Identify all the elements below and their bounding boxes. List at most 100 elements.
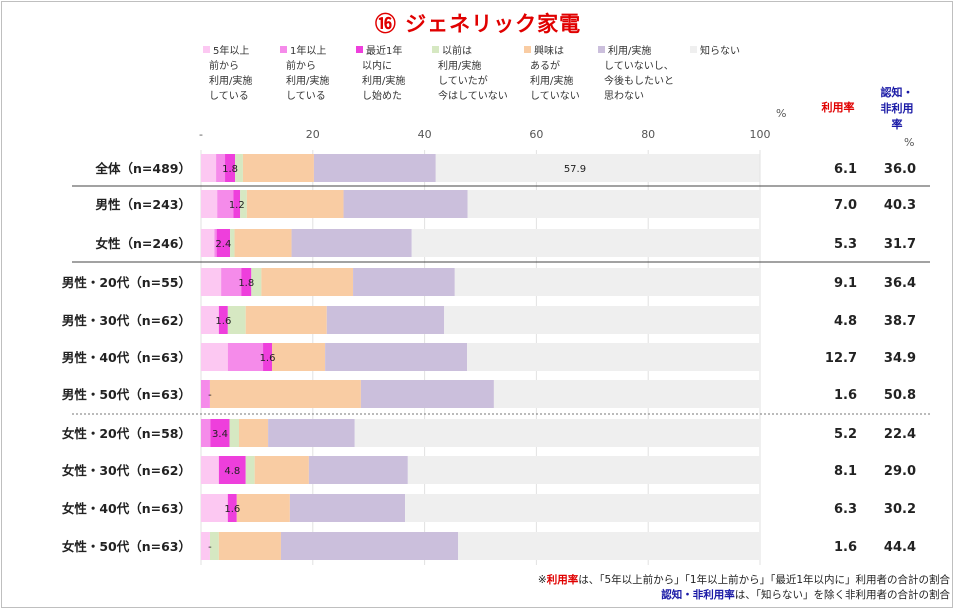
bar-segment-9-4 bbox=[236, 494, 290, 522]
bar-row-8: 4.8 bbox=[201, 456, 760, 484]
data-label-2: 2.4 bbox=[215, 239, 231, 250]
aware-rate-value-5: 34.9 bbox=[884, 351, 916, 366]
bar-segment-9-5 bbox=[289, 494, 406, 522]
footnote-line-2: 認知・非利用率は、「知らない」を除く非利用者の合計の割合 bbox=[661, 589, 950, 601]
legend-label-2-3: し始めた bbox=[362, 89, 402, 102]
bar-segment-6-5 bbox=[360, 380, 494, 408]
bar-row-6: - bbox=[201, 380, 760, 408]
legend-label-3-3: 今はしていない bbox=[438, 89, 508, 102]
aware-rate-value-10: 44.4 bbox=[884, 540, 916, 555]
x-tick-5: 100 bbox=[750, 128, 771, 141]
legend-swatch-3 bbox=[432, 46, 439, 53]
data-label-10: - bbox=[208, 542, 212, 553]
row-label-1: 男性（n=243） bbox=[96, 197, 191, 212]
bar-segment-10-4 bbox=[218, 532, 281, 560]
aware-rate-header-line1: 認知・ bbox=[881, 85, 914, 99]
rate-value-4: 4.8 bbox=[834, 314, 857, 329]
bar-segment-8-2 bbox=[218, 456, 246, 484]
legend-swatch-2 bbox=[356, 46, 363, 53]
data-label-5: 1.6 bbox=[260, 353, 276, 364]
rate-value-7: 5.2 bbox=[834, 427, 857, 442]
bar-segment-4-3 bbox=[227, 306, 246, 334]
data-label-unknown-0: 57.9 bbox=[564, 164, 586, 175]
bar-row-5: 1.6 bbox=[201, 343, 760, 371]
legend-label-0-0: 5年以上 bbox=[213, 44, 249, 57]
bar-segment-0-4 bbox=[242, 154, 314, 182]
bar-segment-3-4 bbox=[261, 268, 354, 296]
legend-swatch-5 bbox=[598, 46, 605, 53]
data-label-6: - bbox=[208, 390, 212, 401]
bar-segment-7-1 bbox=[201, 419, 211, 447]
x-tick-4: 80 bbox=[641, 128, 655, 141]
legend-swatch-0 bbox=[203, 46, 210, 53]
aware-rate-value-9: 30.2 bbox=[884, 502, 916, 517]
row-label-0: 全体（n=489） bbox=[95, 161, 191, 176]
bar-segment-9-0 bbox=[201, 494, 228, 522]
bar-segment-6-6 bbox=[493, 380, 760, 408]
footnote-line-1: ※利用率は、「5年以上前から」「1年以上前から」「最近1年以内に」利用者の合計の… bbox=[537, 574, 950, 586]
legend-label-4-1: あるが bbox=[530, 59, 560, 72]
legend: 5年以上前から利用/実施している1年以上前から利用/実施している最近1年以内に利… bbox=[203, 44, 740, 102]
bar-segment-10-0 bbox=[201, 532, 210, 560]
aware-rate-header-line3: 率 bbox=[892, 117, 903, 131]
bar-segment-5-4 bbox=[271, 343, 326, 371]
data-label-4: 1.6 bbox=[215, 316, 231, 327]
bar-segment-8-5 bbox=[308, 456, 408, 484]
bar-segment-2-6 bbox=[411, 229, 760, 257]
bar-segment-0-5 bbox=[313, 154, 436, 182]
aware-rate-value-2: 31.7 bbox=[884, 237, 916, 252]
bar-segment-4-6 bbox=[444, 306, 760, 334]
bar-segment-9-2 bbox=[227, 494, 237, 522]
bar-segment-1-2 bbox=[233, 190, 241, 218]
legend-swatch-4 bbox=[524, 46, 531, 53]
bar-segment-5-5 bbox=[325, 343, 468, 371]
legend-label-5-3: 思わない bbox=[604, 90, 644, 102]
bar-segment-10-3 bbox=[209, 532, 219, 560]
rate-value-5: 12.7 bbox=[825, 351, 857, 366]
legend-label-1-1: 前から bbox=[286, 59, 316, 72]
row-label-7: 女性・20代（n=58） bbox=[62, 426, 191, 441]
axis-unit-label: % bbox=[776, 107, 786, 120]
bar-segment-8-4 bbox=[254, 456, 309, 484]
bar-row-2: 2.4 bbox=[201, 229, 760, 257]
aware-rate-value-7: 22.4 bbox=[884, 427, 916, 442]
bar-row-10: - bbox=[201, 532, 760, 560]
bar-segment-8-0 bbox=[201, 456, 219, 484]
row-label-2: 女性（n=246） bbox=[96, 236, 191, 251]
rate-header: 利用率 bbox=[822, 100, 855, 114]
aware-rate-value-8: 29.0 bbox=[884, 464, 916, 479]
bar-segment-7-2 bbox=[210, 419, 230, 447]
row-label-6: 男性・50代（n=63） bbox=[62, 387, 191, 402]
bar-segment-0-2 bbox=[225, 154, 236, 182]
bar-segment-1-4 bbox=[246, 190, 344, 218]
legend-label-0-1: 前から bbox=[209, 59, 239, 72]
rate-value-0: 6.1 bbox=[834, 162, 857, 177]
row-label-10: 女性・50代（n=63） bbox=[62, 539, 191, 554]
bar-segment-3-6 bbox=[454, 268, 760, 296]
bar-segment-0-3 bbox=[235, 154, 243, 182]
bar-segment-8-3 bbox=[245, 456, 255, 484]
bar-segment-4-0 bbox=[201, 306, 219, 334]
bar-segment-0-1 bbox=[216, 154, 226, 182]
rate-value-2: 5.3 bbox=[834, 237, 857, 252]
chart-title: ⑯ ジェネリック家電 bbox=[374, 12, 582, 36]
bar-segment-8-6 bbox=[407, 456, 760, 484]
bar-segment-7-5 bbox=[268, 419, 355, 447]
legend-label-3-2: していたが bbox=[438, 74, 488, 87]
legend-label-4-0: 興味は bbox=[534, 45, 564, 57]
bar-segment-3-0 bbox=[201, 268, 222, 296]
rate-value-8: 8.1 bbox=[834, 464, 857, 479]
x-tick-2: 40 bbox=[418, 128, 432, 141]
footnote-term-rate: 利用率 bbox=[546, 574, 579, 586]
row-label-8: 女性・30代（n=62） bbox=[62, 463, 191, 478]
legend-label-2-0: 最近1年 bbox=[366, 44, 402, 57]
bar-segment-6-4 bbox=[209, 380, 361, 408]
legend-swatch-6 bbox=[690, 46, 697, 53]
row-label-5: 男性・40代（n=63） bbox=[62, 350, 191, 365]
bar-segment-1-5 bbox=[343, 190, 468, 218]
legend-label-1-0: 1年以上 bbox=[290, 44, 326, 57]
bar-segment-3-1 bbox=[221, 268, 242, 296]
legend-label-3-0: 以前は bbox=[442, 44, 472, 57]
bar-row-4: 1.6 bbox=[201, 306, 760, 334]
